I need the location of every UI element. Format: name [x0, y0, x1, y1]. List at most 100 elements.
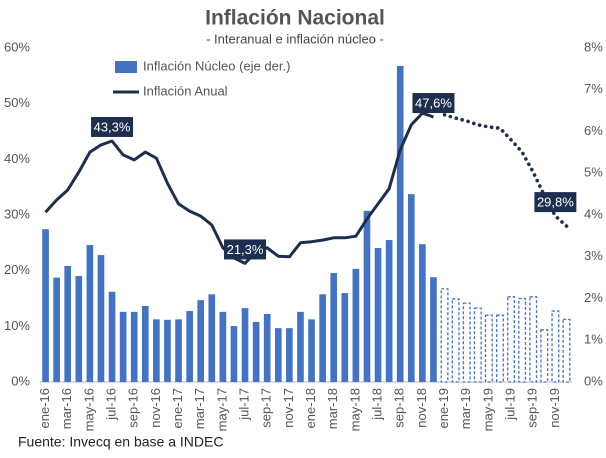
bar: [518, 297, 527, 383]
y2-tick-label: 8%: [584, 39, 603, 54]
bar: [297, 311, 304, 382]
bar: [319, 294, 326, 382]
bar: [440, 288, 449, 383]
x-tick-label: nov-17: [281, 388, 296, 428]
bar: [108, 291, 116, 382]
bar: [484, 314, 493, 383]
data-label-text: 47,6%: [415, 95, 452, 110]
data-label-text: 43,3%: [94, 119, 131, 134]
x-tick-label: ene-17: [170, 388, 185, 428]
bar: [352, 268, 360, 382]
bar: [252, 321, 260, 382]
bar: [119, 311, 127, 382]
data-label: 29,8%: [534, 192, 577, 213]
x-tick-label: nov-18: [414, 388, 429, 428]
bar: [529, 296, 538, 383]
bar: [219, 311, 227, 382]
x-tick-label: may-19: [480, 388, 495, 431]
data-label-box: [412, 93, 455, 114]
y2-tick-label: 1%: [584, 332, 603, 347]
y-tick-label: 10%: [4, 318, 30, 333]
y2-tick-label: 6%: [584, 123, 603, 138]
bar: [341, 293, 349, 382]
x-tick-label: jul-17: [236, 388, 251, 421]
y2-tick-label: 0%: [584, 373, 603, 388]
bar: [308, 319, 315, 382]
x-tick-label: sep-16: [126, 388, 141, 428]
bar: [153, 319, 160, 382]
legend-swatch: [115, 61, 137, 73]
x-tick-label: may-17: [214, 388, 229, 431]
x-tick-label: jul-18: [369, 388, 384, 421]
bar: [241, 308, 249, 382]
bar: [540, 329, 549, 383]
data-label: 47,6%: [412, 93, 455, 114]
bar: [363, 210, 371, 382]
x-tick-label: may-18: [347, 388, 362, 431]
x-tick-label: jul-19: [502, 388, 517, 421]
bar: [551, 310, 560, 383]
bar: [507, 296, 516, 383]
bar: [274, 328, 282, 382]
x-tick-label: sep-17: [259, 388, 274, 428]
legend-label: Inflación Núcleo (eje der.): [143, 58, 290, 73]
bar: [407, 194, 415, 382]
bar: [419, 244, 426, 382]
source: Fuente: Invecq en base a INDEC: [18, 434, 223, 450]
bar: [330, 273, 338, 382]
bar: [141, 306, 149, 382]
data-label-box: [91, 116, 134, 137]
x-tick-label: ene-18: [303, 388, 318, 428]
bar: [208, 294, 216, 382]
bar: [263, 313, 271, 382]
bar: [42, 229, 49, 382]
x-tick-label: sep-19: [525, 388, 540, 428]
bar: [197, 300, 205, 382]
x-tick-label: mar-16: [59, 388, 74, 429]
bar: [186, 311, 193, 382]
bar: [64, 265, 72, 382]
data-label-text: 29,8%: [537, 195, 574, 210]
chart-title: Inflación Nacional: [205, 7, 385, 30]
y2-tick-label: 3%: [584, 248, 603, 263]
y2-tick-label: 4%: [584, 206, 603, 221]
bar: [473, 307, 482, 383]
bar: [462, 302, 471, 383]
x-tick-label: mar-18: [325, 388, 340, 429]
y2-tick-label: 5%: [584, 165, 603, 180]
bar: [396, 65, 404, 382]
x-tick-label: ene-19: [436, 388, 451, 428]
x-tick-label: nov-19: [547, 388, 562, 428]
bar: [495, 314, 504, 383]
legend-label: Inflación Anual: [143, 83, 228, 98]
bar: [164, 319, 171, 382]
x-tick-label: may-16: [81, 388, 96, 431]
x-tick-label: nov-16: [148, 388, 163, 428]
bar: [230, 326, 238, 382]
bar: [451, 298, 460, 383]
x-tick-label: jul-16: [103, 388, 118, 421]
data-label-box: [224, 239, 267, 260]
data-label-text: 21,3%: [227, 242, 264, 257]
x-tick-label: sep-18: [392, 388, 407, 428]
y-tick-label: 20%: [4, 262, 30, 277]
bar: [286, 328, 293, 382]
bar: [86, 245, 94, 382]
data-label: 43,3%: [91, 116, 134, 137]
x-tick-label: ene-16: [37, 388, 52, 428]
chart-subtitle: - Interanual e inflación núcleo -: [206, 31, 384, 46]
x-tick-label: mar-17: [192, 388, 207, 429]
y-tick-label: 50%: [4, 95, 30, 110]
y-tick-label: 30%: [4, 206, 30, 221]
line: [44, 111, 434, 265]
data-label: 21,3%: [224, 239, 267, 260]
data-label-box: [534, 192, 577, 213]
bar: [430, 277, 437, 382]
x-tick-label: mar-19: [458, 388, 473, 429]
y2-tick-label: 7%: [584, 81, 603, 96]
bar: [562, 318, 571, 383]
bar: [374, 247, 382, 382]
y-tick-label: 60%: [4, 39, 30, 54]
bar: [75, 275, 83, 382]
